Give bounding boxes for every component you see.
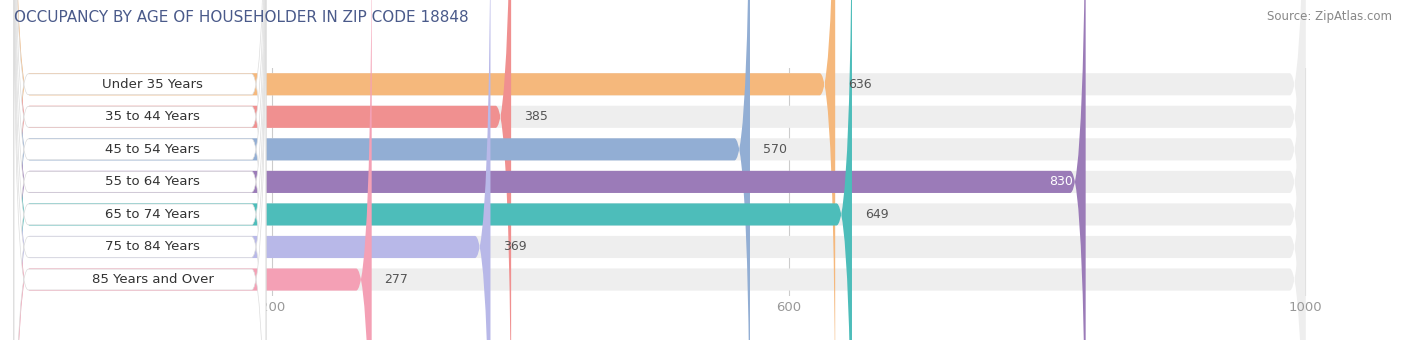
Text: 65 to 74 Years: 65 to 74 Years: [105, 208, 200, 221]
Text: 649: 649: [865, 208, 889, 221]
Text: Source: ZipAtlas.com: Source: ZipAtlas.com: [1267, 10, 1392, 23]
Text: 45 to 54 Years: 45 to 54 Years: [105, 143, 200, 156]
FancyBboxPatch shape: [14, 0, 835, 340]
FancyBboxPatch shape: [14, 0, 266, 340]
FancyBboxPatch shape: [14, 0, 852, 340]
FancyBboxPatch shape: [14, 0, 491, 340]
Text: 85 Years and Over: 85 Years and Over: [91, 273, 214, 286]
FancyBboxPatch shape: [14, 0, 1305, 340]
Text: 75 to 84 Years: 75 to 84 Years: [105, 240, 200, 254]
FancyBboxPatch shape: [14, 0, 1305, 340]
FancyBboxPatch shape: [14, 0, 266, 340]
FancyBboxPatch shape: [14, 0, 266, 340]
Text: 277: 277: [385, 273, 409, 286]
FancyBboxPatch shape: [14, 0, 749, 340]
FancyBboxPatch shape: [14, 0, 266, 340]
Text: 35 to 44 Years: 35 to 44 Years: [105, 110, 200, 123]
FancyBboxPatch shape: [14, 0, 266, 340]
FancyBboxPatch shape: [14, 0, 266, 340]
FancyBboxPatch shape: [14, 0, 371, 340]
FancyBboxPatch shape: [14, 0, 1305, 340]
Text: 636: 636: [848, 78, 872, 91]
Text: OCCUPANCY BY AGE OF HOUSEHOLDER IN ZIP CODE 18848: OCCUPANCY BY AGE OF HOUSEHOLDER IN ZIP C…: [14, 10, 468, 25]
Text: Under 35 Years: Under 35 Years: [103, 78, 202, 91]
FancyBboxPatch shape: [14, 0, 266, 340]
Text: 570: 570: [763, 143, 787, 156]
Text: 55 to 64 Years: 55 to 64 Years: [105, 175, 200, 188]
FancyBboxPatch shape: [14, 0, 1305, 340]
FancyBboxPatch shape: [14, 0, 1305, 340]
FancyBboxPatch shape: [14, 0, 1305, 340]
FancyBboxPatch shape: [14, 0, 1305, 340]
FancyBboxPatch shape: [14, 0, 1085, 340]
Text: 830: 830: [1049, 175, 1073, 188]
Text: 369: 369: [503, 240, 527, 254]
Text: 385: 385: [524, 110, 548, 123]
FancyBboxPatch shape: [14, 0, 512, 340]
